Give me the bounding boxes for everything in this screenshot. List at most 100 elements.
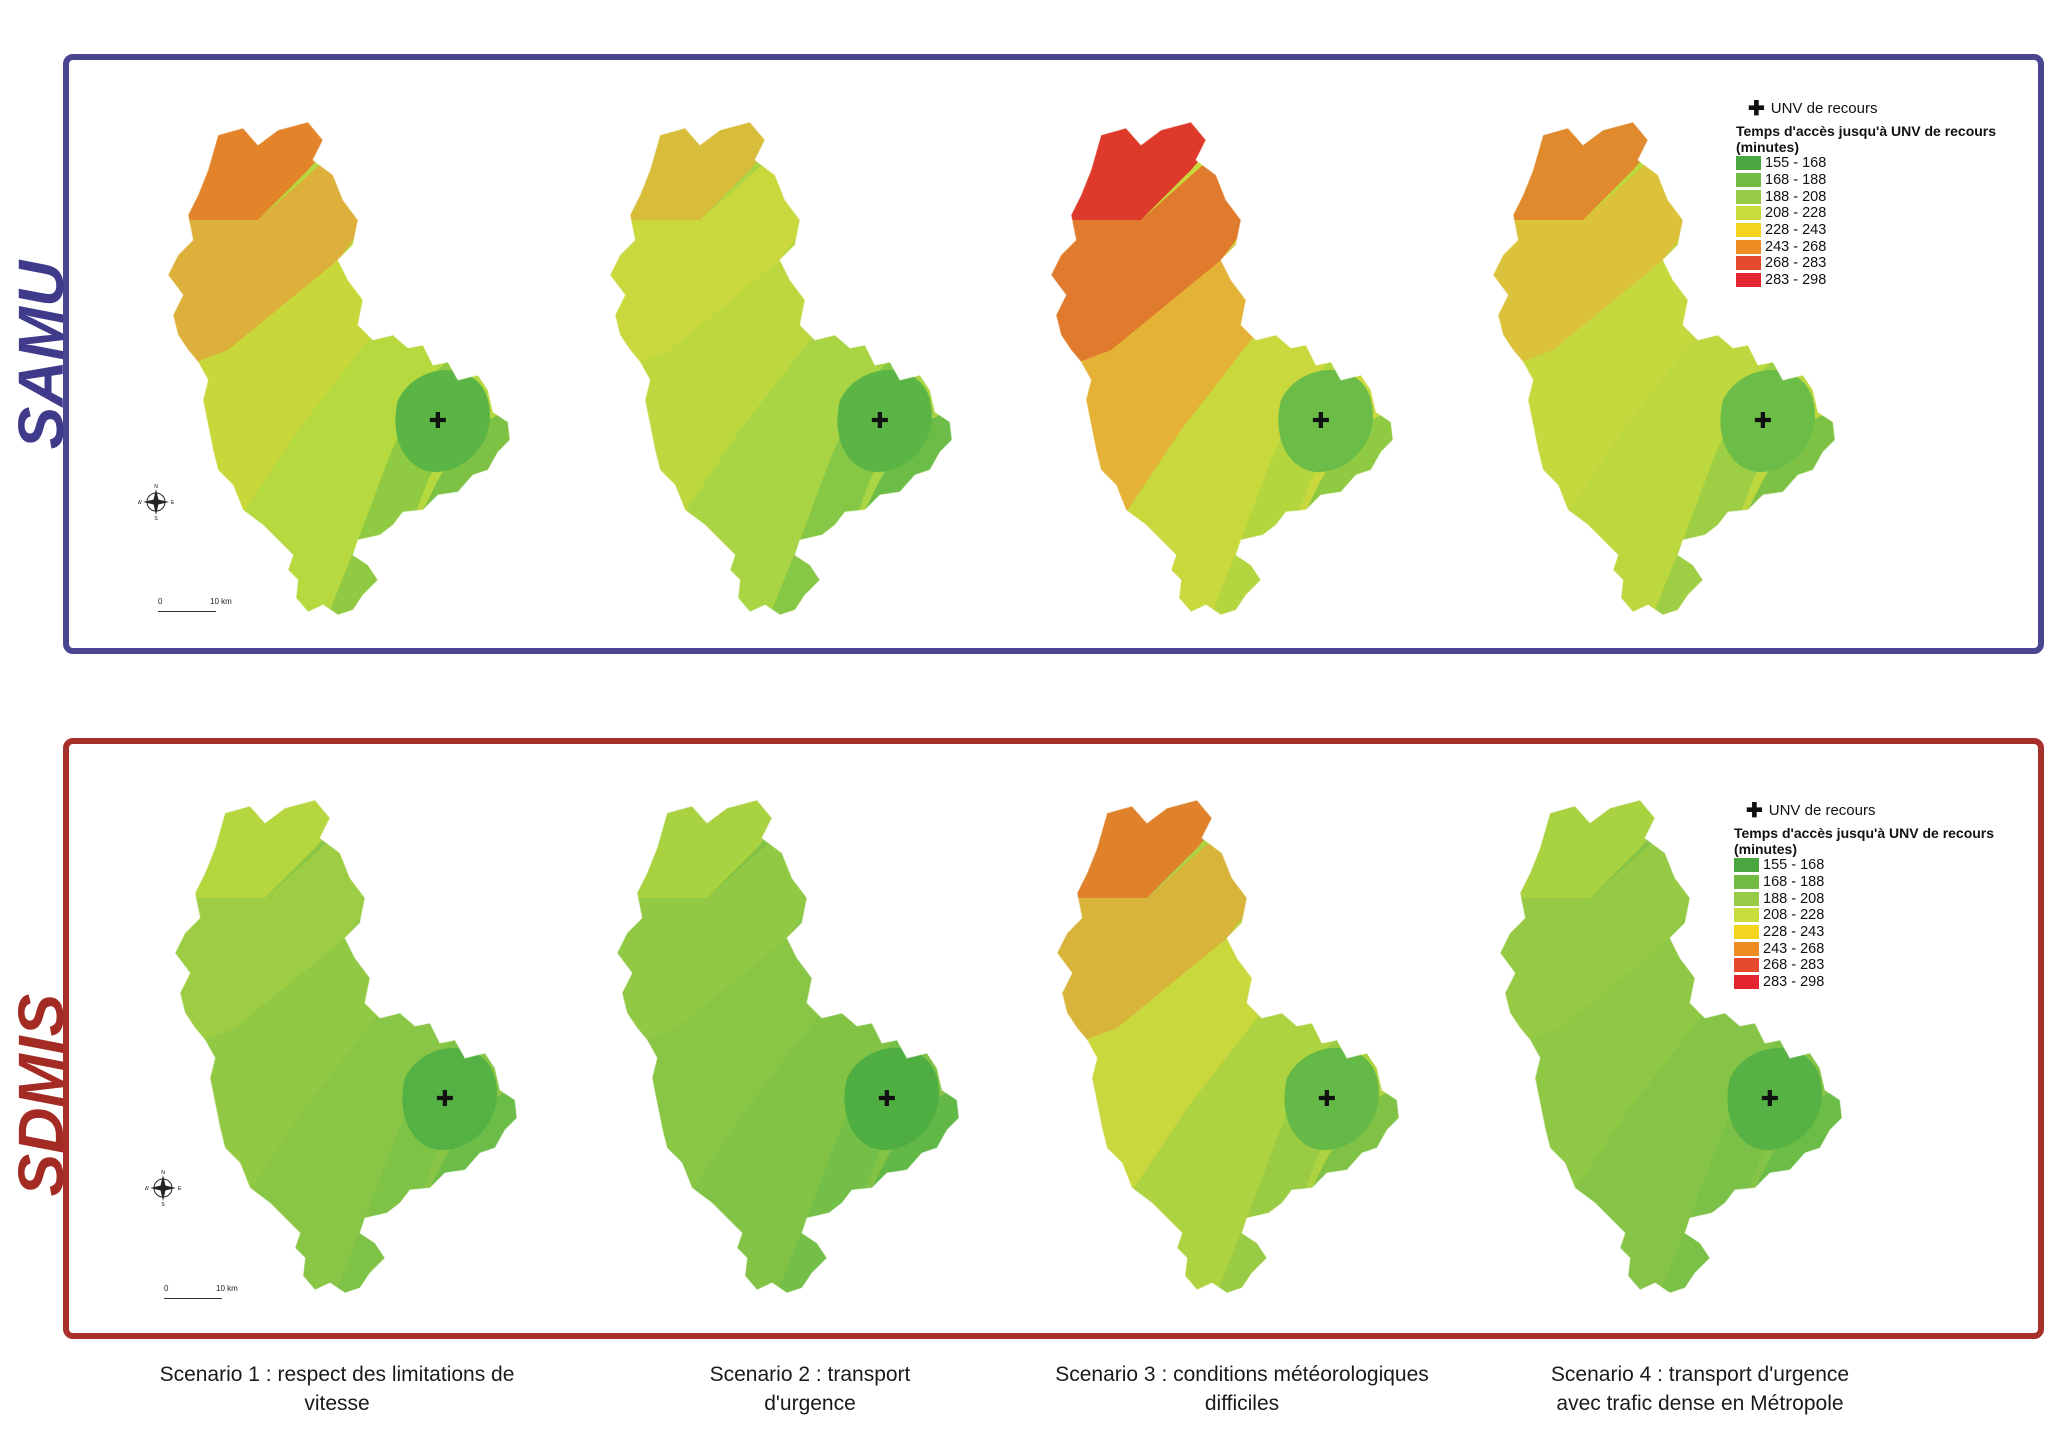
- access-time-zone: [1278, 370, 1373, 473]
- scenario-3-caption: Scenario 3 : conditions météorologiques d…: [1055, 1363, 1429, 1415]
- samu-map-scenario-1: ✚: [167, 121, 511, 616]
- legend-class: 268 - 283: [1734, 957, 2049, 974]
- legend-swatch: [1734, 941, 1759, 956]
- legend-label: 155 - 168: [1763, 857, 1825, 874]
- department-outline: [1056, 799, 1400, 1294]
- legend-class: 268 - 283: [1736, 255, 2049, 272]
- samu-legend: ✚ UNV de recours Temps d'accès jusqu'à UN…: [1736, 97, 2049, 289]
- access-time-zone: [402, 1048, 497, 1151]
- legend-label: 243 - 268: [1763, 940, 1825, 957]
- legend-rows: 155 - 168 168 - 188 188 - 208 208 - 228 228 …: [1736, 155, 2049, 289]
- cross-icon: ✚: [1748, 97, 1765, 120]
- legend-label: 168 - 188: [1765, 172, 1827, 189]
- department-outline: [1492, 121, 1836, 616]
- department-outline: [1050, 121, 1394, 616]
- legend-label: 155 - 168: [1765, 155, 1827, 172]
- samu-map-scenario-2: ✚: [609, 121, 953, 616]
- sdmis-map-scenario-4: ✚: [1499, 799, 1843, 1294]
- department-outline: [609, 121, 953, 616]
- legend-class: 208 - 228: [1736, 205, 2049, 222]
- legend-class: 283 - 298: [1736, 272, 2049, 289]
- legend-label: 188 - 208: [1763, 890, 1825, 907]
- sdmis-label: SDMIS: [5, 993, 77, 1197]
- legend-swatch: [1734, 958, 1759, 973]
- legend-swatch: [1736, 239, 1761, 254]
- legend-class: 243 - 268: [1734, 940, 2049, 957]
- legend-class: 155 - 168: [1734, 857, 2049, 874]
- sdmis-panel: [63, 738, 2044, 1339]
- department-outline: [174, 799, 518, 1294]
- legend-swatch: [1736, 156, 1761, 171]
- svg-text:E: E: [178, 1186, 181, 1192]
- compass-rose-icon: N E S W: [138, 484, 174, 520]
- svg-text:N: N: [154, 484, 158, 490]
- samu-map-scenario-3: ✚: [1050, 121, 1394, 616]
- legend-class: 155 - 168: [1736, 155, 2049, 172]
- access-time-zone: [1727, 1048, 1822, 1151]
- legend-class: 168 - 188: [1734, 874, 2049, 891]
- samu-map-scenario-4: ✚: [1492, 121, 1836, 616]
- legend-label: 168 - 188: [1763, 874, 1825, 891]
- scenario-1-caption: Scenario 1 : respect des limitations de v…: [159, 1363, 515, 1415]
- legend-label: 208 - 228: [1763, 907, 1825, 924]
- legend-class: 283 - 298: [1734, 974, 2049, 991]
- samu-panel: [63, 54, 2044, 654]
- sdmis-map-scenario-1: ✚: [174, 799, 518, 1294]
- legend-class: 243 - 268: [1736, 238, 2049, 255]
- legend-swatch: [1734, 925, 1759, 940]
- svg-text:N: N: [161, 1170, 165, 1176]
- unv-cross-icon: ✚: [1761, 1087, 1779, 1112]
- unv-cross-icon: ✚: [871, 409, 889, 434]
- legend-swatch: [1734, 858, 1759, 873]
- scenario-4-caption: Scenario 4 : transport d'urgence avec tra…: [1550, 1363, 1850, 1415]
- access-time-zone: [395, 370, 490, 473]
- scenario-2-caption: Scenario 2 : transport d'urgence: [709, 1363, 911, 1415]
- legend-class: 188 - 208: [1736, 188, 2049, 205]
- legend-class: 228 - 243: [1734, 924, 2049, 941]
- unv-cross-icon: ✚: [429, 409, 447, 434]
- legend-swatch: [1736, 206, 1761, 221]
- legend-class: 208 - 228: [1734, 907, 2049, 924]
- legend-class: 168 - 188: [1736, 172, 2049, 189]
- legend-label: 268 - 283: [1765, 255, 1827, 272]
- department-outline: [167, 121, 511, 616]
- legend-label: 283 - 298: [1765, 272, 1827, 289]
- legend-label: 228 - 243: [1765, 222, 1827, 239]
- legend-label: 228 - 243: [1763, 924, 1825, 941]
- access-time-zone: [837, 370, 932, 473]
- legend-label: 208 - 228: [1765, 205, 1827, 222]
- unv-cross-icon: ✚: [1312, 409, 1330, 434]
- svg-text:E: E: [171, 500, 174, 506]
- access-time-zone: [1720, 370, 1815, 473]
- legend-label: 243 - 268: [1765, 238, 1827, 255]
- legend-label: 268 - 283: [1763, 957, 1825, 974]
- legend-swatch: [1736, 173, 1761, 188]
- legend-unv: ✚ UNV de recours: [1746, 799, 1876, 822]
- legend-swatch: [1736, 223, 1761, 238]
- legend-swatch: [1736, 256, 1761, 271]
- unv-cross-icon: ✚: [436, 1087, 454, 1112]
- legend-title: Temps d'accès jusqu'à UNV de recours (mi…: [1736, 123, 1997, 155]
- legend-class: 228 - 243: [1736, 222, 2049, 239]
- unv-cross-icon: ✚: [878, 1087, 896, 1112]
- unv-cross-icon: ✚: [1754, 409, 1772, 434]
- legend-swatch: [1734, 975, 1759, 990]
- unv-cross-icon: ✚: [1318, 1087, 1336, 1112]
- department-outline: [616, 799, 960, 1294]
- legend-rows: 155 - 168 168 - 188 188 - 208 208 - 228 228 …: [1734, 857, 2049, 991]
- legend-label: 283 - 298: [1763, 974, 1825, 991]
- sdmis-map-scenario-3: ✚: [1056, 799, 1400, 1294]
- legend-title: Temps d'accès jusqu'à UNV de recours (mi…: [1734, 825, 1995, 857]
- department-outline: [1499, 799, 1843, 1294]
- access-time-zone: [844, 1048, 939, 1151]
- legend-class: 188 - 208: [1734, 890, 2049, 907]
- svg-text:W: W: [138, 500, 142, 506]
- cross-icon: ✚: [1746, 799, 1763, 822]
- compass-rose-icon: N E S W: [145, 1170, 181, 1206]
- legend-unv: ✚ UNV de recours: [1748, 97, 1878, 120]
- samu-label: SAMU: [5, 260, 77, 450]
- legend-swatch: [1734, 908, 1759, 923]
- svg-text:S: S: [161, 1202, 165, 1206]
- legend-label: 188 - 208: [1765, 188, 1827, 205]
- access-time-zone: [1284, 1048, 1379, 1151]
